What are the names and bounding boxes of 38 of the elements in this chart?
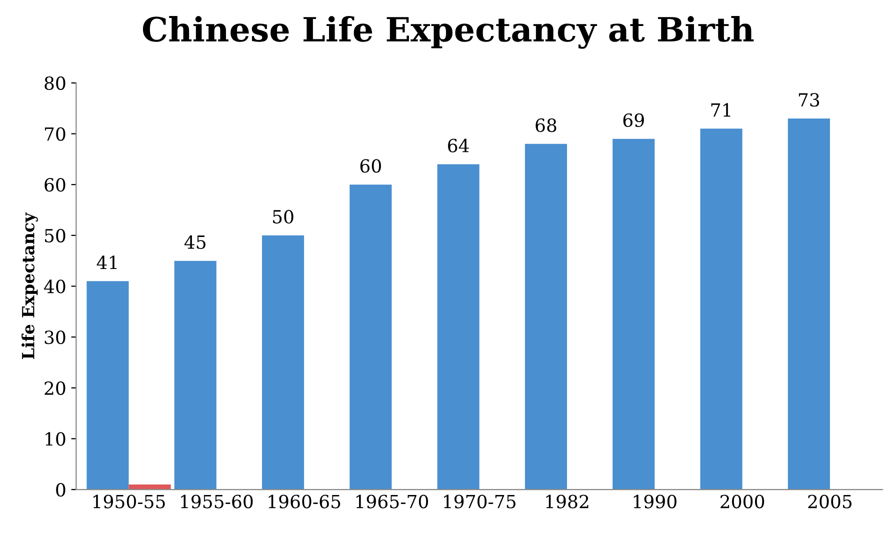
data-label: 69: [623, 113, 644, 127]
x-tick-label: 1950-55: [93, 494, 165, 508]
x-tick-label: 1960-65: [268, 494, 340, 508]
bar: [174, 260, 216, 490]
x-tick-label: 1990: [634, 494, 676, 508]
y-tick-label: 10: [46, 432, 66, 446]
y-tick-label: 0: [56, 482, 66, 497]
y-tick-label: 70: [44, 127, 66, 141]
x-tick-label: 2005: [808, 494, 852, 508]
y-tick-label: 50: [44, 228, 66, 243]
x-tick-label: 1982: [546, 494, 588, 508]
bar: [700, 128, 742, 490]
data-label: 60: [360, 159, 381, 173]
bar: [524, 144, 568, 490]
x-tick-label: 1955-60: [181, 494, 253, 508]
bar: [262, 235, 304, 490]
y-axis-title: Life Expectancy: [22, 212, 38, 360]
bar: [788, 118, 830, 490]
y-tick-label: 60: [44, 178, 66, 192]
y-tick-label: 30: [44, 330, 66, 344]
y-tick-label: 20: [44, 381, 66, 395]
x-tick-label: 1970-75: [444, 494, 516, 508]
bar: [437, 164, 480, 490]
bar: [612, 138, 655, 490]
x-tick-label: 2000: [720, 494, 764, 508]
bar: [350, 184, 392, 490]
data-label: 41: [96, 256, 117, 270]
data-label: 45: [184, 235, 206, 249]
data-label: 73: [798, 93, 820, 107]
y-tick-label: 40: [44, 280, 66, 294]
data-label: 50: [273, 210, 294, 224]
chart-title: Chinese Life Expectancy at Birth: [142, 16, 754, 49]
y-tick-label: 80: [44, 76, 66, 90]
x-tick-label: 1965-70: [356, 494, 428, 508]
data-label: 64: [448, 138, 469, 152]
bar: [86, 281, 129, 490]
data-label: 68: [536, 118, 556, 132]
data-label: 71: [711, 103, 730, 117]
